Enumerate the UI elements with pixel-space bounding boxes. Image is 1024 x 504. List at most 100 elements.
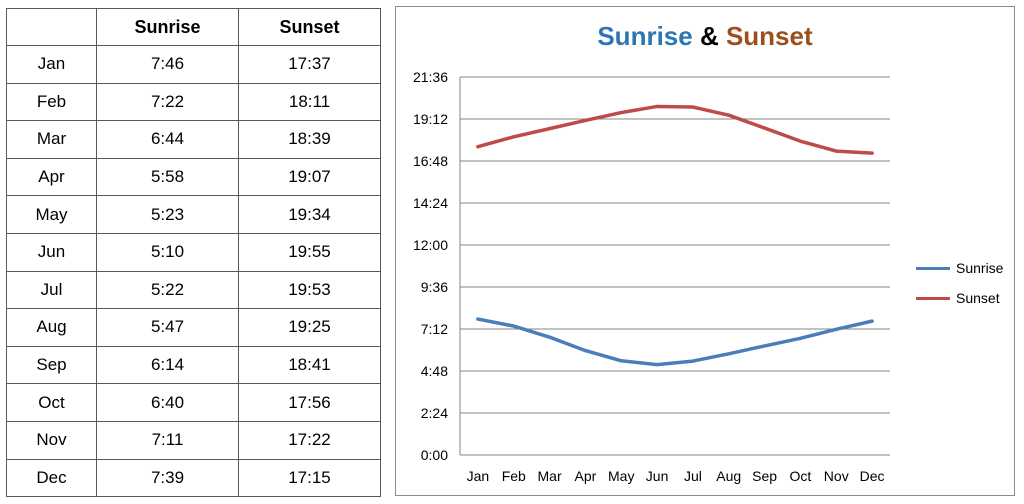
x-tick-label: Apr [575, 468, 597, 484]
series-line-sunrise [476, 317, 874, 367]
y-tick-label: 19:12 [413, 111, 448, 127]
cell-sunrise: 5:10 [96, 232, 239, 272]
data-point-sunset [691, 105, 695, 109]
cell-month: Jan [6, 45, 97, 84]
data-point-sunrise [583, 348, 588, 353]
table-row: Feb 7:22 18:11 [6, 82, 381, 122]
cell-month: May [6, 195, 97, 234]
cell-sunrise: 6:44 [96, 120, 239, 159]
data-point-sunrise [547, 335, 552, 339]
y-tick-label: 21:36 [413, 69, 448, 85]
header-sunrise: Sunrise [96, 8, 239, 46]
cell-sunrise: 5:22 [96, 270, 239, 310]
data-point-sunrise [476, 317, 480, 321]
data-point-sunrise [727, 352, 731, 356]
data-point-sunset [547, 127, 552, 131]
table-row: Sep 6:14 18:41 [6, 345, 381, 385]
x-tick-label: Sep [752, 468, 777, 484]
cell-sunrise: 5:47 [96, 308, 239, 347]
cell-month: Nov [6, 420, 97, 460]
cell-sunrise: 6:40 [96, 383, 239, 422]
legend-label: Sunrise [956, 260, 1004, 276]
cell-sunset: 17:37 [238, 45, 381, 84]
cell-month: Dec [6, 458, 97, 498]
chart-legend: Sunrise Sunset [916, 253, 1003, 313]
cell-month: Oct [6, 383, 97, 422]
y-tick-label: 0:00 [421, 447, 448, 463]
cell-month: Aug [6, 308, 97, 347]
cell-month: Sep [6, 345, 97, 385]
data-point-sunset [476, 145, 480, 149]
sun-times-table-wrap: Sunrise Sunset Jan 7:46 17:37 Feb 7:22 18:11 M… [6, 8, 381, 498]
cell-month: Feb [6, 82, 97, 122]
cell-month: Mar [6, 120, 97, 159]
legend-swatch [916, 296, 950, 300]
cell-month: Jul [6, 270, 97, 310]
chart-plot: 0:00 2:24 4:48 7:12 9:36 12:00 14:24 16:48 19:12… [413, 69, 890, 484]
y-tick-label: 7:12 [421, 321, 448, 337]
cell-sunset: 17:22 [238, 420, 381, 460]
x-tick-label: Jun [646, 468, 669, 484]
legend-swatch [916, 266, 950, 270]
table-row: Apr 5:58 19:07 [6, 157, 381, 197]
chart-title: Sunrise & Sunset [396, 21, 1014, 52]
y-tick-label: 16:48 [413, 153, 448, 169]
data-point-sunrise [762, 344, 767, 348]
cell-month: Apr [6, 157, 97, 197]
data-point-sunrise [619, 359, 623, 363]
title-part-sunrise: Sunrise [597, 21, 693, 51]
cell-sunset: 18:39 [238, 120, 381, 159]
x-tick-label: Mar [538, 468, 562, 484]
table-row: Mar 6:44 18:39 [6, 120, 381, 159]
data-point-sunset [619, 110, 623, 115]
series-line-sunset [476, 104, 874, 155]
table-row: Aug 5:47 19:25 [6, 308, 381, 347]
data-point-sunset [512, 135, 516, 139]
cell-sunset: 18:41 [238, 345, 381, 385]
x-tick-label: Jan [467, 468, 490, 484]
cell-sunset: 19:53 [238, 270, 381, 310]
x-tick-label: Jul [684, 468, 702, 484]
y-tick-label: 2:24 [421, 405, 448, 421]
y-tick-label: 4:48 [421, 363, 448, 379]
cell-sunset: 19:25 [238, 308, 381, 347]
table-row: Jan 7:46 17:37 [6, 45, 381, 84]
title-part-ampersand: & [692, 21, 726, 51]
title-part-sunset: Sunset [725, 21, 813, 51]
cell-sunset: 19:55 [238, 232, 381, 272]
header-month [6, 8, 97, 46]
table-row: Jul 5:22 19:53 [6, 270, 381, 310]
data-point-sunset [583, 118, 588, 123]
data-point-sunset [655, 104, 659, 109]
cell-sunrise: 7:22 [96, 82, 239, 122]
cell-sunrise: 7:46 [96, 45, 239, 84]
y-tick-label: 14:24 [413, 195, 448, 211]
header-sunset: Sunset [238, 8, 381, 46]
cell-sunrise: 7:11 [96, 420, 239, 460]
table-row: Dec 7:39 17:15 [6, 458, 381, 498]
cell-sunrise: 7:39 [96, 458, 239, 498]
x-tick-label: Aug [716, 468, 741, 484]
x-tick-label: Oct [790, 468, 812, 484]
data-point-sunrise [512, 324, 516, 328]
legend-item-sunrise: Sunrise [916, 253, 1003, 283]
chart-area: Sunrise & Sunset 0:00 2:24 4:48 7:12 9:36 12:… [395, 6, 1015, 496]
x-tick-label: Nov [824, 468, 849, 484]
cell-sunset: 18:11 [238, 82, 381, 122]
sun-times-table: Sunrise Sunset Jan 7:46 17:37 Feb 7:22 18:11 M… [6, 8, 381, 498]
data-point-sunset [762, 126, 767, 130]
data-point-sunrise [655, 362, 659, 367]
x-tick-label: Feb [502, 468, 526, 484]
table-header-row: Sunrise Sunset [6, 8, 381, 46]
cell-sunset: 17:56 [238, 383, 381, 422]
data-point-sunset [834, 149, 838, 153]
cell-sunset: 17:15 [238, 458, 381, 498]
y-tick-label: 12:00 [413, 237, 448, 253]
data-point-sunset [727, 113, 731, 117]
cell-sunset: 19:34 [238, 195, 381, 234]
cell-sunrise: 5:58 [96, 157, 239, 197]
data-point-sunrise [834, 327, 838, 331]
x-tick-label: May [608, 468, 634, 484]
table-row: Nov 7:11 17:22 [6, 420, 381, 460]
cell-sunset: 19:07 [238, 157, 381, 197]
